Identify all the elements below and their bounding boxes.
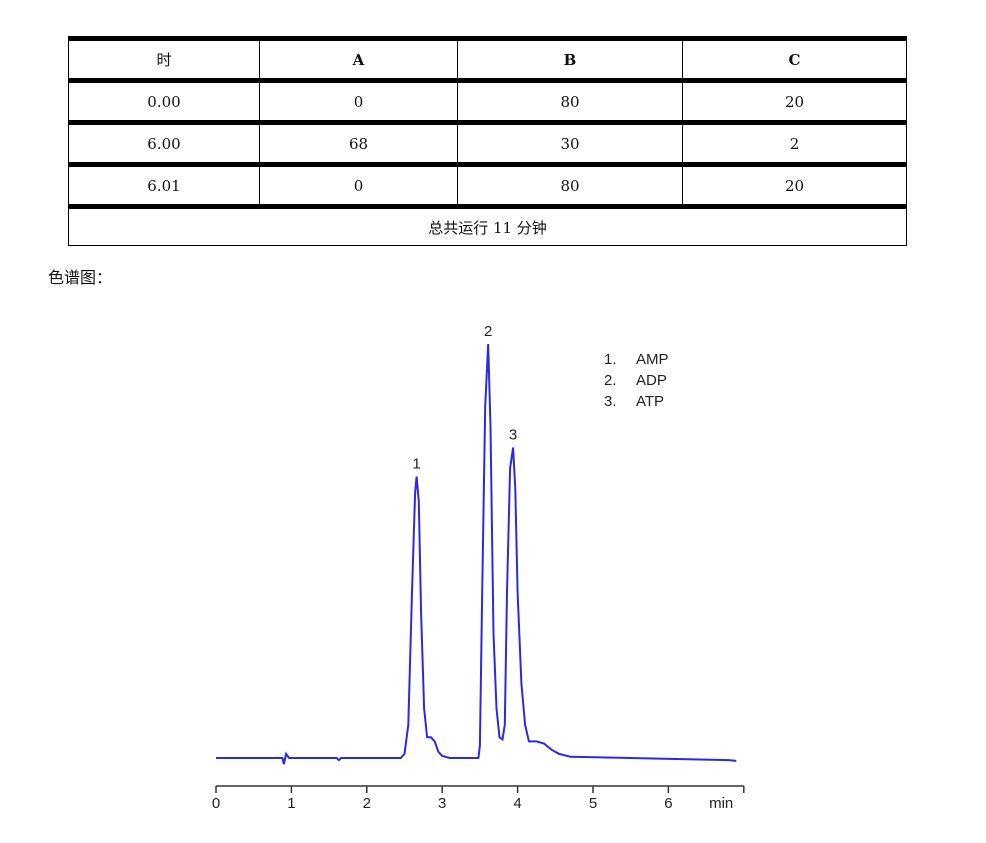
peak-label-1: 1 — [412, 455, 420, 472]
x-tick-label: 0 — [212, 795, 220, 812]
cell: 20 — [682, 80, 907, 123]
peak-label-2: 2 — [484, 323, 492, 340]
legend-entry: ADP — [636, 372, 667, 389]
cell: 2 — [682, 122, 907, 165]
cell: 68 — [259, 122, 458, 165]
header-c: C — [682, 38, 907, 81]
cell: 0 — [259, 80, 458, 123]
cell: 6.00 — [68, 122, 260, 165]
x-tick-label: 5 — [589, 795, 597, 812]
total-run-time: 总共运行 11 分钟 — [68, 206, 907, 246]
x-tick-label: 2 — [363, 795, 371, 812]
table-row: 0.00 0 80 20 — [68, 80, 907, 123]
x-tick-label: 6 — [664, 795, 672, 812]
peak-label-3: 3 — [509, 427, 517, 444]
header-a: A — [259, 38, 458, 81]
series-line — [216, 343, 737, 765]
x-tick-label: 3 — [438, 795, 446, 812]
legend: 1. AMP 2. ADP 3. ATP — [604, 351, 669, 410]
legend-number: 2. — [604, 372, 617, 389]
cell: 0 — [259, 164, 458, 207]
x-axis: 0 1 2 3 4 5 6 min — [212, 785, 745, 812]
table-row: 6.01 0 80 20 — [68, 164, 907, 207]
chromatogram-caption: 色谱图： — [48, 268, 113, 287]
cell: 80 — [457, 164, 683, 207]
legend-entry: AMP — [636, 351, 669, 368]
x-tick-label: 4 — [513, 795, 521, 812]
cell: 20 — [682, 164, 907, 207]
table-row: 6.00 68 30 2 — [68, 122, 907, 165]
x-axis-label: min — [709, 795, 733, 812]
header-time: 时 — [68, 38, 260, 81]
legend-entry: ATP — [636, 393, 664, 410]
total-row: 总共运行 11 分钟 — [68, 206, 907, 246]
table-header-row: 时 A B C — [68, 38, 907, 81]
header-b: B — [457, 38, 683, 81]
cell: 0.00 — [68, 80, 260, 123]
legend-number: 1. — [604, 351, 617, 368]
x-tick-label: 1 — [287, 795, 295, 812]
legend-number: 3. — [604, 393, 617, 410]
gradient-table: 时 A B C 0.00 0 80 20 6.00 68 30 2 6.01 0 80 20 总共… — [68, 36, 907, 246]
